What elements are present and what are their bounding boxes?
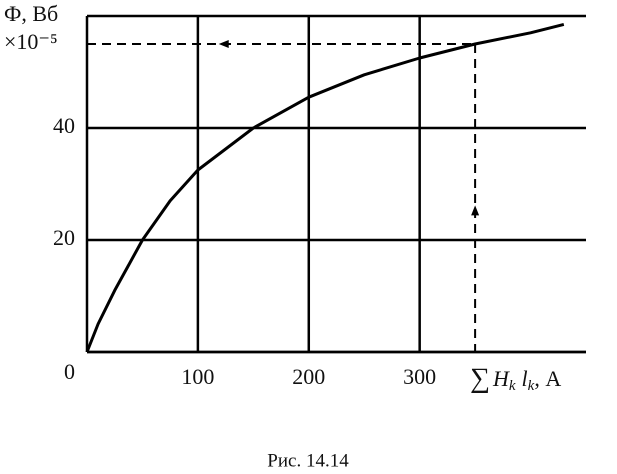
- caption: Рис. 14.14: [267, 450, 349, 471]
- x-label-part: ∑: [470, 363, 490, 394]
- y-tick-label: 20: [53, 225, 75, 250]
- x-label-part: , А: [534, 366, 561, 391]
- curve: [85, 22, 565, 353]
- arrow: [218, 40, 229, 48]
- x-tick-label: 100: [181, 364, 214, 389]
- x-label-part: k: [509, 378, 516, 394]
- y-multiplier: ×10⁻⁵: [4, 29, 58, 54]
- x-label-part: k: [528, 378, 535, 394]
- x-axis-label: ∑ Hk lk, А: [470, 363, 561, 394]
- x-tick-label: 200: [292, 364, 325, 389]
- y-tick-label: 40: [53, 113, 75, 138]
- arrow: [471, 205, 480, 216]
- x-label-part: H: [492, 366, 510, 391]
- y-axis-label: Ф, Вб: [4, 1, 58, 26]
- y-tick-label: 0: [64, 359, 75, 384]
- x-tick-label: 300: [403, 364, 436, 389]
- x-label-part: l: [522, 366, 528, 391]
